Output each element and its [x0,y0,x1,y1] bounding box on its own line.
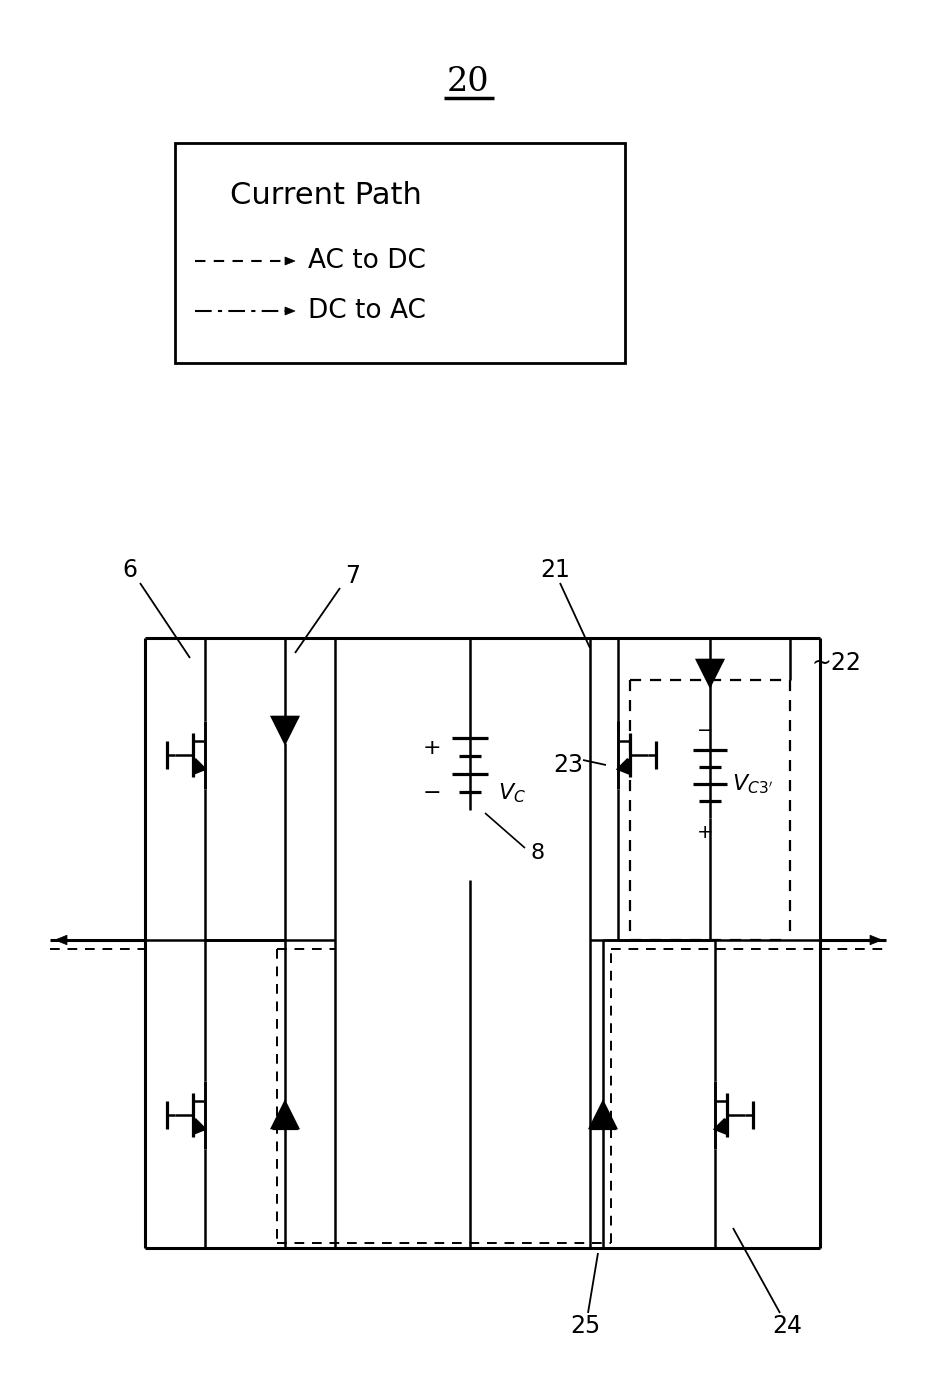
Text: DC to AC: DC to AC [308,298,426,325]
Polygon shape [870,935,882,944]
Bar [175,143,625,362]
Text: 7: 7 [345,564,360,588]
Text: $V_C$: $V_C$ [498,781,526,804]
Text: Current Path: Current Path [230,180,422,210]
Text: 23: 23 [553,753,583,776]
Text: ~22: ~22 [812,651,862,674]
Text: +: + [696,823,713,842]
Text: 6: 6 [123,558,138,582]
Polygon shape [55,935,67,944]
Polygon shape [618,760,628,774]
Text: 21: 21 [540,558,570,582]
Text: −: − [696,720,713,740]
Text: 24: 24 [772,1314,802,1337]
Text: 8: 8 [530,844,544,863]
Text: $V_{C3'}$: $V_{C3'}$ [732,772,773,796]
Polygon shape [272,1102,298,1128]
Polygon shape [590,1102,616,1128]
Polygon shape [697,660,723,686]
Polygon shape [272,718,298,743]
Polygon shape [285,306,295,315]
Polygon shape [195,1119,205,1133]
Polygon shape [285,257,295,264]
Polygon shape [195,760,205,774]
Polygon shape [715,1119,725,1133]
Text: 25: 25 [570,1314,600,1337]
Text: +: + [423,739,441,758]
Text: −: − [423,783,441,803]
Text: 20: 20 [446,66,490,98]
Text: AC to DC: AC to DC [308,248,426,274]
